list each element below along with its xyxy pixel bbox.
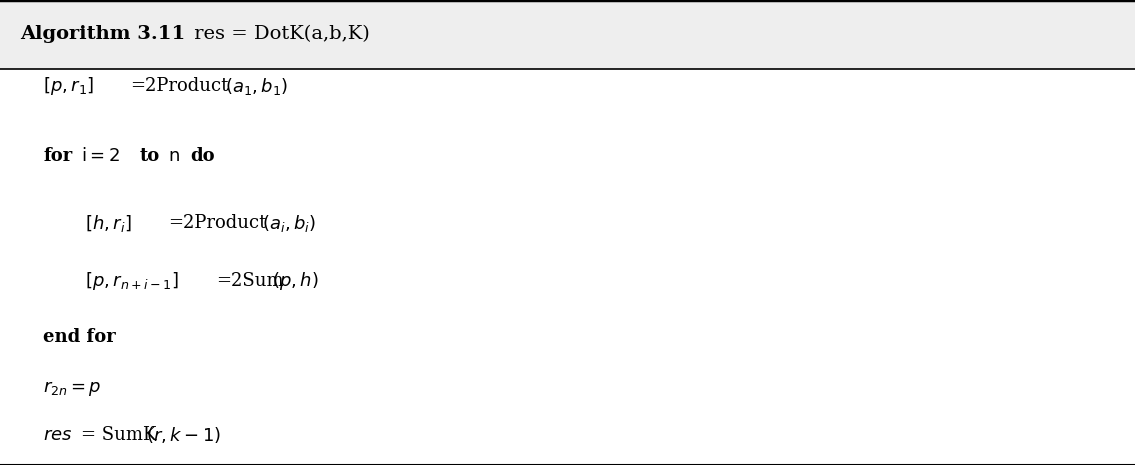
Text: $(a_i, b_i)$: $(a_i, b_i)$ [262,213,317,234]
Text: $[p, r_1]$: $[p, r_1]$ [43,75,94,97]
Text: end for: end for [43,328,116,346]
Text: $res$: $res$ [43,426,73,444]
Text: do: do [191,147,216,165]
Text: = SumK: = SumK [81,426,155,444]
Text: $r_{2n} = p$: $r_{2n} = p$ [43,379,102,398]
Text: to: to [140,147,160,165]
Text: res = DotK(a,b,K): res = DotK(a,b,K) [188,26,370,43]
Text: $(a_1, b_1)$: $(a_1, b_1)$ [225,75,288,97]
Text: $\mathrm{n}$: $\mathrm{n}$ [168,147,179,165]
Text: $(r, k-1)$: $(r, k-1)$ [146,425,221,445]
Text: $[p, r_{n+i-1}]$: $[p, r_{n+i-1}]$ [85,270,178,292]
Text: =2Product: =2Product [131,77,229,95]
Text: $\mathrm{i = 2}$: $\mathrm{i = 2}$ [81,147,119,165]
FancyBboxPatch shape [0,0,1135,69]
Text: $(p, h)$: $(p, h)$ [272,270,319,292]
Text: $[h, r_i]$: $[h, r_i]$ [85,213,132,234]
Text: =2Sum: =2Sum [216,272,284,290]
Text: =2Product: =2Product [168,214,267,232]
Text: for: for [43,147,73,165]
Text: Algorithm 3.11: Algorithm 3.11 [20,26,186,43]
